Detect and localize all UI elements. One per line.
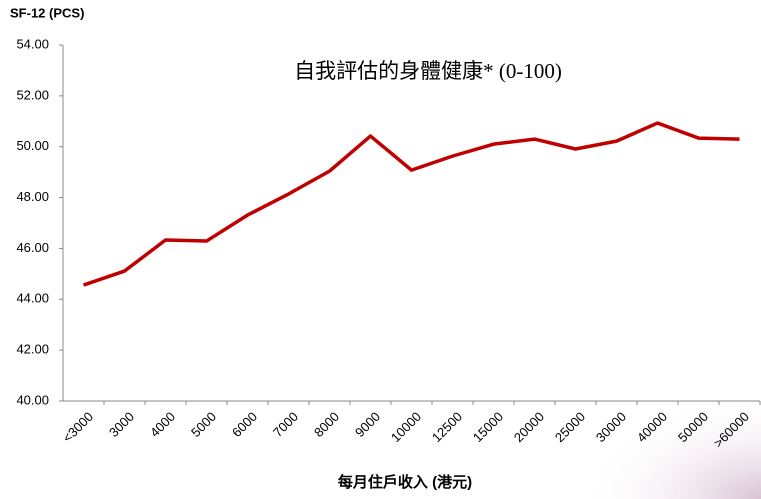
y-tick-label: 50.00 — [16, 138, 49, 153]
x-tick-label: 15000 — [470, 409, 506, 445]
y-tick-label: 54.00 — [16, 36, 49, 51]
y-tick-label: 46.00 — [16, 240, 49, 255]
y-tick-label: 48.00 — [16, 189, 49, 204]
y-axis-title: SF-12 (PCS) — [10, 5, 84, 20]
x-tick-label: 6000 — [229, 409, 260, 440]
x-tick-label: 12500 — [429, 409, 465, 445]
data-line — [82, 121, 740, 287]
x-tick-label: 9000 — [352, 409, 383, 440]
y-tick-label: 44.00 — [16, 291, 49, 306]
x-tick-label: 5000 — [188, 409, 219, 440]
chart-title: 自我評估的身體健康* (0-100) — [294, 59, 562, 83]
x-tick-label: 20000 — [511, 409, 547, 445]
x-tick-label: 8000 — [311, 409, 342, 440]
x-tick-label: 4000 — [147, 409, 178, 440]
x-tick-label: 10000 — [388, 409, 424, 445]
x-tick-label: <3000 — [60, 409, 96, 445]
background-decoration — [560, 380, 761, 499]
y-tick-label: 52.00 — [16, 87, 49, 102]
y-tick-label: 42.00 — [16, 342, 49, 357]
x-tick-label: 7000 — [270, 409, 301, 440]
y-tick-label: 40.00 — [16, 392, 49, 407]
x-axis-title: 每月住戶收入 (港元) — [338, 473, 472, 491]
x-tick-label: 3000 — [106, 409, 137, 440]
